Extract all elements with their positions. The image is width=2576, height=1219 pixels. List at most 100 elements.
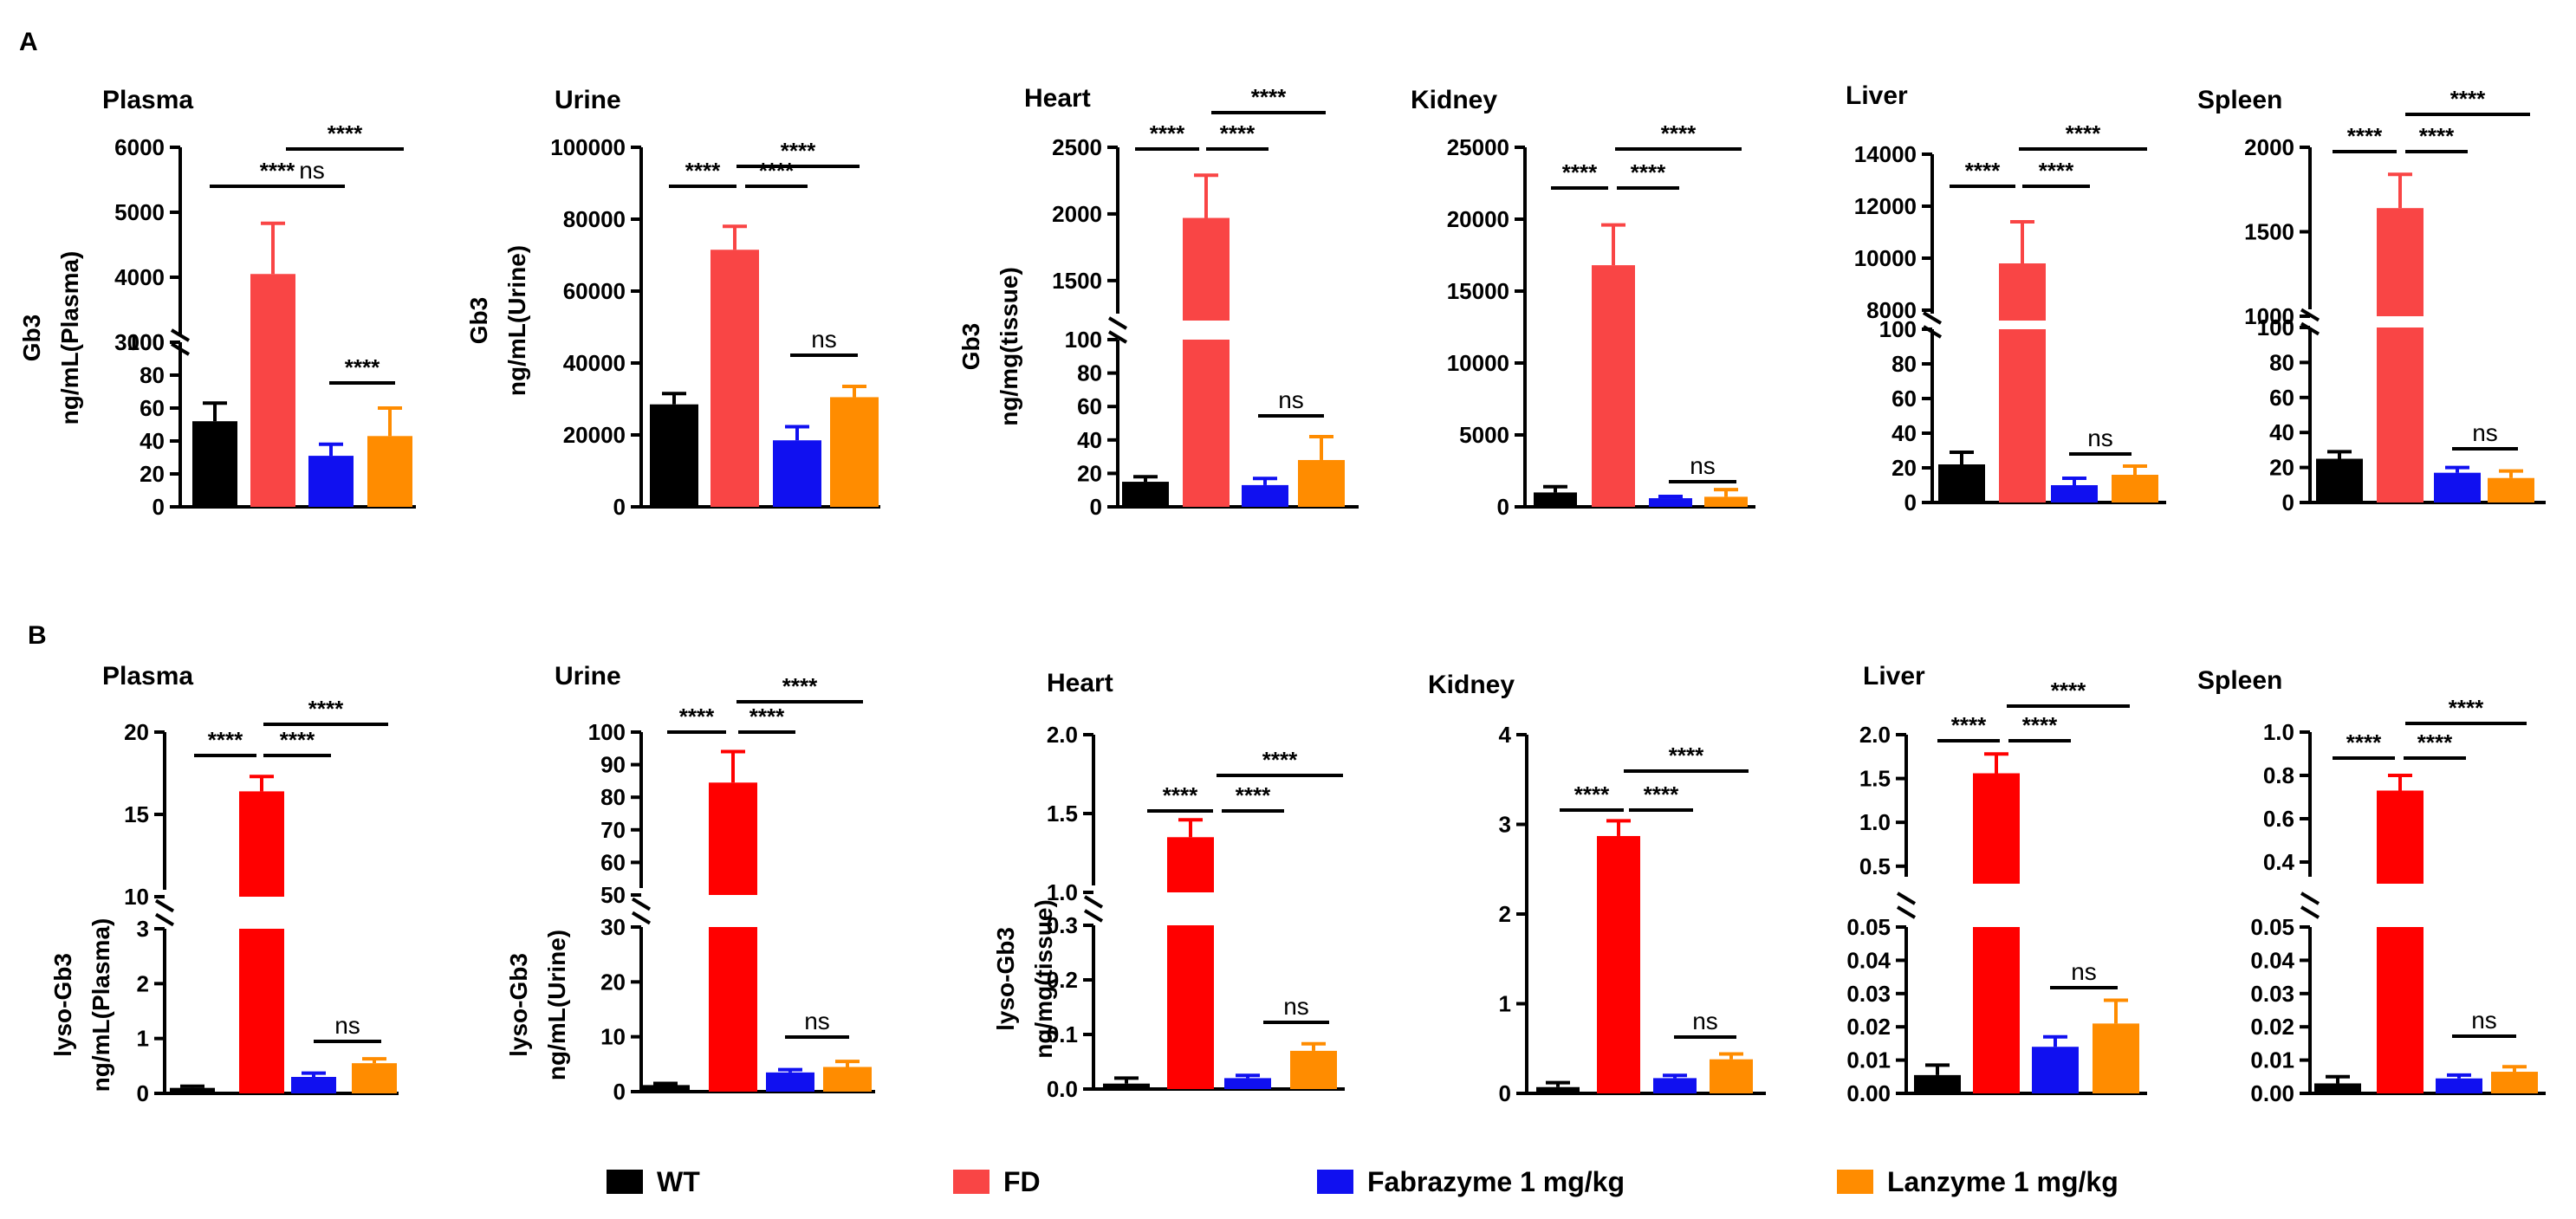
chart-title: Plasma xyxy=(102,662,193,691)
y-axis-label: ng/mg(tissue) xyxy=(1030,899,1057,1059)
axis-break-mark xyxy=(170,328,191,356)
y-tick-label: 2.0 xyxy=(1047,722,1078,748)
significance-label: ns xyxy=(299,157,325,184)
significance-label: **** xyxy=(2346,729,2382,755)
chart-b-heart: Heart lyso-Gb3 ng/mg(tissue) 0.0 0.1 0.2 0.3 1.… xyxy=(992,669,1345,1102)
y-tick-label: 60000 xyxy=(563,278,626,304)
y-tick-label: 0.04 xyxy=(1846,947,1891,973)
chart-title: Heart xyxy=(1047,669,1113,697)
y-tick-label: 0.05 xyxy=(1846,914,1891,940)
bar-break-gap xyxy=(707,895,759,927)
y-tick-label: 60 xyxy=(140,395,165,421)
y-tick-label: 90 xyxy=(600,752,626,778)
y-tick-label: 60 xyxy=(1077,393,1102,419)
significance-label: ns xyxy=(2071,958,2097,985)
significance-label: **** xyxy=(781,138,816,164)
y-tick-label: 1.0 xyxy=(2263,719,2294,745)
bar-lanzyme-1-mg-kg xyxy=(1710,1059,1753,1093)
y-tick-label: 0 xyxy=(152,494,165,520)
y-axis-label: ng/mg(tissue) xyxy=(996,267,1022,426)
bar-fd xyxy=(709,782,757,1092)
y-tick-label: 0.03 xyxy=(1846,981,1891,1007)
significance-label: **** xyxy=(328,120,363,146)
bar-wt xyxy=(641,1085,690,1092)
y-tick-label: 15000 xyxy=(1447,278,1509,304)
y-tick-label: 0.1 xyxy=(1047,1021,1078,1047)
y-tick-label: 0.03 xyxy=(2250,981,2294,1007)
y-tick-label: 0.00 xyxy=(2250,1080,2294,1106)
significance-label: **** xyxy=(345,354,380,380)
bar-wt xyxy=(1938,464,1985,503)
bar-fd xyxy=(711,250,759,507)
bar-break-gap xyxy=(1165,892,1216,925)
y-tick-label: 2000 xyxy=(1052,201,1102,227)
axis-break-mark xyxy=(2300,308,2320,336)
y-tick-label: 0.00 xyxy=(1846,1080,1891,1106)
bar-break-gap xyxy=(1971,884,2021,927)
legend-label: Fabrazyme 1 mg/kg xyxy=(1367,1166,1625,1197)
y-axis-label: lyso-Gb3 xyxy=(49,953,76,1057)
y-tick-label: 0 xyxy=(1090,494,1102,520)
y-tick-label: 3000 xyxy=(114,329,165,355)
significance-label: **** xyxy=(1951,712,1987,738)
y-tick-label: 0 xyxy=(613,1079,626,1105)
significance-label: **** xyxy=(2051,678,2086,704)
bar-break-gap xyxy=(1997,321,2047,329)
bar-fd xyxy=(250,274,295,507)
bar-fd xyxy=(2377,208,2424,503)
y-tick-label: 8000 xyxy=(1866,297,1917,323)
bar-fabrazyme-1-mg-kg xyxy=(766,1072,814,1092)
y-tick-label: 10000 xyxy=(1447,350,1509,376)
y-axis-label: lyso-Gb3 xyxy=(992,927,1019,1031)
chart-title: Kidney xyxy=(1428,671,1515,699)
y-tick-label: 80 xyxy=(140,362,165,388)
significance-label: ns xyxy=(804,1008,830,1034)
significance-label: **** xyxy=(280,727,315,753)
y-tick-label: 0 xyxy=(613,494,626,520)
y-tick-label: 40 xyxy=(2269,419,2294,445)
chart-b-plasma: Plasma lyso-Gb3 ng/mL(Plasma) 0 1 2 3 10 15 20 ***… xyxy=(49,662,399,1106)
bar-lanzyme-1-mg-kg xyxy=(823,1067,872,1092)
y-tick-label: 20 xyxy=(2269,455,2294,481)
significance-label: **** xyxy=(1262,747,1298,773)
y-tick-label: 1.0 xyxy=(1859,809,1891,835)
y-tick-label: 2 xyxy=(1499,901,1511,927)
significance-label: ns xyxy=(1692,1008,1718,1034)
y-tick-label: 14000 xyxy=(1854,141,1917,167)
y-tick-label: 0.8 xyxy=(2263,762,2294,788)
bar-fabrazyme-1-mg-kg xyxy=(2051,485,2098,503)
significance-label: **** xyxy=(2039,158,2074,184)
significance-label: **** xyxy=(2347,123,2383,149)
bar-wt xyxy=(1103,1083,1150,1089)
y-axis-label: Gb3 xyxy=(465,297,492,344)
chart-a-urine: Urine Gb3 ng/mL(Urine) 0 20000 40000 60000 8000… xyxy=(465,86,880,520)
legend-swatch xyxy=(1837,1170,1873,1194)
y-tick-label: 0.2 xyxy=(1047,967,1078,993)
bar-fd xyxy=(1973,773,2020,1093)
y-tick-label: 40 xyxy=(1891,420,1917,446)
bar-fd xyxy=(1167,837,1214,1089)
bar-wt xyxy=(1914,1074,1961,1093)
significance-label: **** xyxy=(1631,159,1666,185)
y-tick-label: 12000 xyxy=(1854,193,1917,219)
significance-label: **** xyxy=(2449,695,2484,721)
significance-label: **** xyxy=(1163,782,1198,808)
y-tick-label: 0.04 xyxy=(2250,947,2294,973)
bar-fabrazyme-1-mg-kg xyxy=(2434,472,2481,503)
significance-label: **** xyxy=(782,673,818,699)
y-axis-label: ng/mL(Urine) xyxy=(503,245,530,396)
bar-fabrazyme-1-mg-kg xyxy=(2436,1078,2482,1093)
axis-break-mark xyxy=(154,898,175,927)
significance-label: **** xyxy=(1965,158,2001,184)
chart-title: Urine xyxy=(555,86,621,114)
y-axis-label: Gb3 xyxy=(957,323,984,370)
y-tick-label: 20 xyxy=(600,969,626,995)
bar-fabrazyme-1-mg-kg xyxy=(1224,1078,1271,1089)
legend-swatch xyxy=(953,1170,990,1194)
y-tick-label: 10 xyxy=(600,1024,626,1050)
y-tick-label: 1000 xyxy=(2244,303,2294,329)
y-tick-label: 40 xyxy=(140,428,165,454)
